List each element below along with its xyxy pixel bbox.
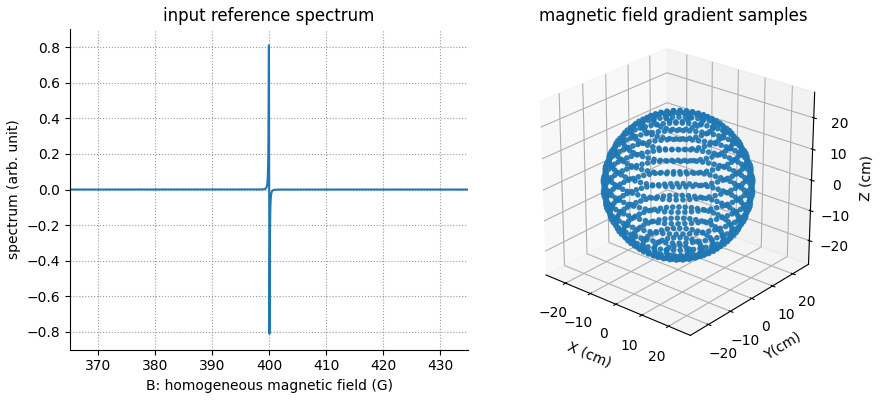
Y-axis label: Y(cm): Y(cm) — [762, 330, 803, 362]
X-axis label: X (cm): X (cm) — [566, 340, 613, 370]
Title: input reference spectrum: input reference spectrum — [164, 7, 375, 25]
Y-axis label: spectrum (arb. unit): spectrum (arb. unit) — [7, 120, 21, 260]
Title: magnetic field gradient samples: magnetic field gradient samples — [539, 7, 808, 25]
X-axis label: B: homogeneous magnetic field (G): B: homogeneous magnetic field (G) — [146, 379, 392, 393]
